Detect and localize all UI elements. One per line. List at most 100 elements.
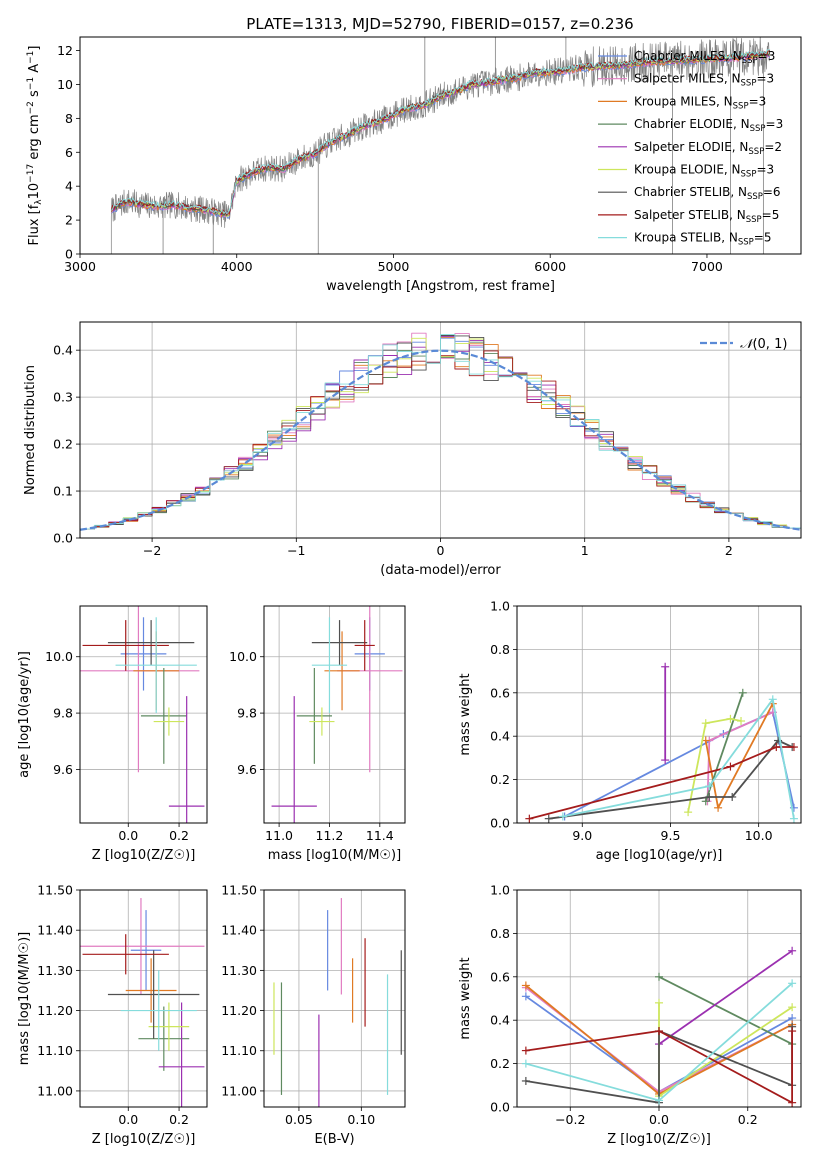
y-tick-label: 0.3 <box>53 390 73 405</box>
errorbar-plot-area <box>273 898 402 1107</box>
y-tick-label: 11.10 <box>37 1043 73 1058</box>
y-tick-label: 0.4 <box>490 729 510 744</box>
x-tick-label: 11.0 <box>265 828 293 843</box>
y-tick-label: 6 <box>65 145 73 160</box>
legend-entry: Salpeter STELIB, NSSP=5 <box>634 208 779 225</box>
weight-line <box>658 950 793 1045</box>
x-tick-label: 0.0 <box>118 828 138 843</box>
axes-frame <box>79 605 208 824</box>
weight-line <box>704 703 774 809</box>
y-axis-label: mass weight <box>458 957 473 1039</box>
x-tick-label: 0.0 <box>649 1112 669 1127</box>
y-tick-label: 0 <box>65 247 73 262</box>
panel-residuals: −2 −1 0 1 2 0.0 0.1 0.2 0.3 0.4 (data-model)/error… <box>23 321 802 578</box>
axes-frame <box>516 605 802 824</box>
legend-entry: Chabrier STELIB, NSSP=6 <box>634 185 781 202</box>
axes-frame <box>79 321 802 539</box>
x-tick-label: 7000 <box>691 259 723 274</box>
y-tick-label: 9.6 <box>237 762 257 777</box>
y-tick-label: 0.6 <box>490 969 510 984</box>
weight-plot-area <box>521 946 797 1107</box>
axes-frame <box>263 605 406 824</box>
y-tick-label: 0.0 <box>490 816 510 831</box>
x-axis-label: (data-model)/error <box>380 563 501 578</box>
x-tick-label: 10.0 <box>745 828 773 843</box>
panel-age-vs-z: 0.0 0.2 9.6 9.8 10.0 Z [log10(Z/Z☉)] age [log1… <box>17 605 208 863</box>
x-tick-label: 0.0 <box>118 1112 138 1127</box>
legend-entry: Kroupa MILES, NSSP=3 <box>634 94 766 111</box>
x-tick-label: 3000 <box>64 259 96 274</box>
x-tick-label: 0 <box>437 543 445 558</box>
legend-entry: Salpeter ELODIE, NSSP=2 <box>634 140 782 157</box>
x-axis-label: E(B-V) <box>314 1132 354 1147</box>
x-axis-label: mass [log10(M/M☉)] <box>268 848 401 863</box>
y-tick-label: 0.6 <box>490 685 510 700</box>
x-axis-label: wavelength [Angstrom, rest frame] <box>326 279 555 294</box>
y-tick-label: 9.6 <box>53 762 73 777</box>
weight-line <box>658 975 793 1045</box>
x-tick-label: 11.4 <box>366 828 394 843</box>
y-tick-label: 0.1 <box>53 484 73 499</box>
x-tick-label: 0.10 <box>347 1112 375 1127</box>
x-axis-label: Z [log10(Z/Z☉)] <box>92 1132 196 1147</box>
x-tick-label: 0.2 <box>169 1112 189 1127</box>
y-tick-label: 11.50 <box>37 883 73 898</box>
y-tick-label: 11.10 <box>221 1043 257 1058</box>
x-tick-label: 11.2 <box>316 828 344 843</box>
y-axis-label: age [log10(age/yr)] <box>17 651 32 778</box>
y-tick-label: 0.0 <box>490 1100 510 1115</box>
legend-entry: Salpeter MILES, NSSP=3 <box>634 72 774 89</box>
y-tick-label: 11.30 <box>221 963 257 978</box>
panel-mass-vs-z: 0.0 0.2 11.00 11.10 11.20 11.30 11.40 11.50 Z [l… <box>17 883 208 1147</box>
histogram-plot-area <box>80 332 801 531</box>
weight-line <box>687 717 742 813</box>
y-tick-label: 2 <box>65 213 73 228</box>
x-tick-label: 6000 <box>534 259 566 274</box>
axes-frame <box>516 889 802 1108</box>
x-tick-label: 2 <box>725 543 733 558</box>
y-tick-label: 11.40 <box>221 923 257 938</box>
errorbar-plot-area <box>80 606 205 823</box>
y-tick-label: 0.4 <box>490 1013 510 1028</box>
axes-frame <box>79 889 208 1108</box>
y-tick-label: 8 <box>65 111 73 126</box>
panel-mass-vs-ebv: 0.05 0.10 11.00 11.10 11.20 11.30 11.40 11.50 E(… <box>221 883 406 1147</box>
errorbar-plot-area <box>80 898 205 1107</box>
x-tick-label: 5000 <box>378 259 410 274</box>
y-tick-label: 10.0 <box>45 649 73 664</box>
y-tick-label: 9.8 <box>237 706 257 721</box>
observed-spectrum <box>110 37 771 254</box>
x-tick-label: 0.2 <box>169 828 189 843</box>
y-tick-label: 0.2 <box>53 437 73 452</box>
x-tick-label: 0.2 <box>738 1112 758 1127</box>
panel-age-vs-mass: 11.0 11.2 11.4 9.6 9.8 10.0 mass [log10(M/M☉)] <box>229 605 406 863</box>
spectrum-plot-area <box>110 37 771 254</box>
x-tick-label: 9.5 <box>661 828 681 843</box>
x-tick-label: −2 <box>143 543 161 558</box>
y-axis-label: mass weight <box>458 673 473 755</box>
x-axis-label: Z [log10(Z/Z☉)] <box>92 848 196 863</box>
y-axis-label: mass [log10(M/M☉)] <box>17 932 32 1065</box>
x-tick-label: 9.0 <box>572 828 592 843</box>
weight-line <box>525 1026 793 1104</box>
weight-line <box>529 746 794 820</box>
errorbar-plot-area <box>271 606 403 823</box>
normal-reference-curve <box>80 349 801 531</box>
y-axis-label: Flux [fλ10−17 erg cm−2 s−1 A−1] <box>26 46 44 246</box>
x-tick-label: −1 <box>287 543 305 558</box>
y-tick-label: 0.0 <box>53 531 73 546</box>
y-tick-label: 0.2 <box>490 772 510 787</box>
y-tick-label: 0.8 <box>490 642 510 657</box>
y-tick-label: 10.0 <box>229 649 257 664</box>
y-tick-label: 11.40 <box>37 923 73 938</box>
weight-line <box>562 698 795 819</box>
y-tick-label: 11.30 <box>37 963 73 978</box>
legend-entry: 𝒩(0, 1) <box>740 337 787 352</box>
y-tick-label: 4 <box>65 179 73 194</box>
panel-weight-vs-age: 9.0 9.5 10.0 0.0 0.2 0.4 0.6 0.8 1.0 age [log10(a… <box>458 599 802 863</box>
legend-entry: Chabrier ELODIE, NSSP=3 <box>634 117 783 134</box>
y-axis-label: Normed distribution <box>23 365 38 495</box>
weight-line <box>525 1030 793 1104</box>
model-spectrum-kroupa-stelib <box>111 49 770 215</box>
